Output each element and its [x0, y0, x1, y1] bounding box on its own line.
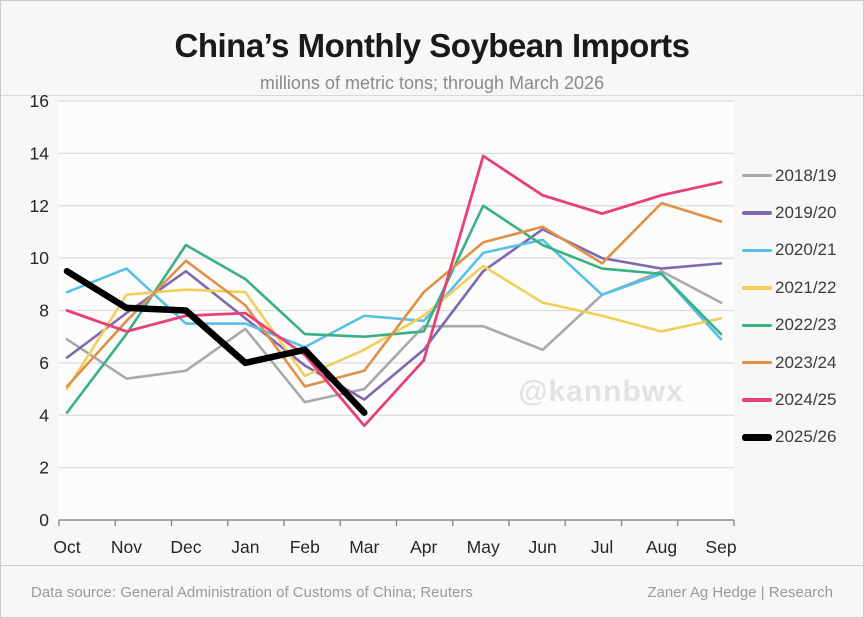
- x-tick-label: Jun: [529, 537, 557, 557]
- x-tick-label: Apr: [410, 537, 437, 557]
- x-tick-label: Dec: [170, 537, 201, 557]
- x-tick-label: Feb: [290, 537, 320, 557]
- y-tick-label: 14: [30, 143, 50, 163]
- legend-item: 2019/20: [742, 194, 860, 231]
- legend-label: 2021/22: [775, 277, 837, 297]
- y-tick-label: 4: [39, 405, 49, 425]
- y-tick-label: 12: [30, 196, 49, 216]
- footer-source: Data source: General Administration of C…: [31, 583, 473, 601]
- legend-label: 2025/26: [775, 427, 837, 447]
- legend-item: 2021/22: [742, 269, 860, 306]
- legend-item: 2018/19: [742, 157, 860, 194]
- legend-label: 2023/24: [775, 352, 837, 372]
- x-tick-label: Aug: [646, 537, 677, 557]
- legend-label: 2019/20: [775, 203, 837, 223]
- chart-subtitle: millions of metric tons; through March 2…: [259, 73, 605, 93]
- y-tick-label: 16: [30, 91, 49, 111]
- legend-swatch: [742, 286, 772, 290]
- legend-item: 2022/23: [742, 307, 860, 344]
- x-tick-label: Nov: [111, 537, 142, 557]
- x-tick-label: Mar: [349, 537, 379, 557]
- series-line-2025-26: [63, 267, 368, 416]
- series-line-2020-21: [65, 238, 723, 349]
- series-line-2023-24: [65, 201, 723, 388]
- legend-swatch: [742, 398, 772, 402]
- y-tick-label: 2: [39, 458, 49, 478]
- legend-item: 2023/24: [742, 344, 860, 381]
- chart-title: China’s Monthly Soybean Imports: [174, 27, 691, 64]
- x-tick-label: Oct: [53, 537, 80, 557]
- watermark: @kannbwx: [518, 375, 684, 408]
- legend-label: 2020/21: [775, 240, 837, 260]
- x-tick-label: May: [467, 537, 500, 557]
- y-tick-label: 0: [39, 510, 49, 530]
- legend: 2018/19 2019/20 2020/21 2021/22 2022/23 2023/…: [742, 157, 860, 456]
- legend-swatch: [742, 248, 772, 253]
- footer: Data source: General Administration of C…: [1, 565, 863, 617]
- series-line-2019-20: [65, 228, 723, 401]
- legend-swatch: [742, 360, 772, 365]
- header-divider: [1, 95, 863, 96]
- y-tick-label: 8: [39, 301, 49, 321]
- y-tick-label: 6: [39, 353, 49, 373]
- x-tick-label: Jan: [231, 537, 259, 557]
- footer-credit: Zaner Ag Hedge | Research: [647, 583, 833, 601]
- series-line-2022-23: [65, 204, 723, 414]
- x-tick-label: Sep: [705, 537, 736, 557]
- legend-label: 2022/23: [775, 315, 837, 335]
- legend-item: 2020/21: [742, 232, 860, 269]
- legend-swatch: [742, 173, 772, 178]
- legend-swatch: [742, 323, 772, 327]
- legend-swatch: [742, 211, 772, 215]
- legend-item: 2024/25: [742, 381, 860, 418]
- legend-swatch: [742, 433, 772, 441]
- legend-label: 2018/19: [775, 165, 837, 185]
- series-line-2024-25: [65, 154, 723, 428]
- x-tick-label: Jul: [591, 537, 613, 557]
- legend-label: 2024/25: [775, 390, 837, 410]
- y-tick-label: 10: [30, 248, 50, 268]
- legend-item: 2025/26: [742, 419, 860, 456]
